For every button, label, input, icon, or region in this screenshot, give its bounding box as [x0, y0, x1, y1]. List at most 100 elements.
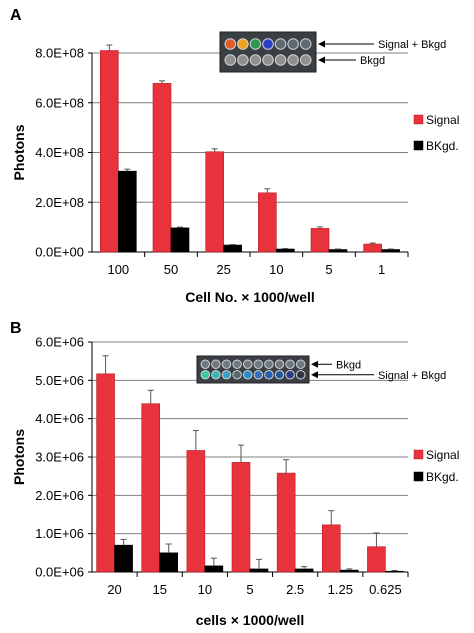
y-tick-label: 8.0E+08 [35, 46, 84, 61]
well-circle [232, 359, 242, 369]
y-tick-label: 4.0E+06 [35, 411, 84, 426]
bar-signal [205, 151, 224, 253]
well-circle [274, 38, 287, 50]
bar-signal [367, 546, 386, 573]
x-tick-label: 2.5 [286, 582, 304, 597]
well-circle [224, 38, 237, 50]
x-tick-label: 50 [164, 262, 178, 277]
y-tick-label: 4.0E+08 [35, 145, 84, 160]
legend-label-bkgd: BKgd. [426, 139, 459, 153]
well-circle [285, 370, 295, 380]
x-tick-label: 100 [107, 262, 129, 277]
y-axis-label: Photons [11, 124, 27, 180]
well-circle [242, 359, 253, 369]
x-tick-label: 10 [198, 582, 212, 597]
well-circle [285, 359, 295, 369]
annotation-label: Signal + Bkgd [378, 39, 446, 51]
well-circle [287, 54, 299, 66]
y-tick-label: 0.0E+00 [35, 245, 84, 260]
well-circle [264, 370, 274, 380]
bar-bkgd [276, 248, 295, 253]
well-circle [299, 38, 312, 50]
well-circle [221, 359, 232, 369]
x-tick-label: 5 [325, 262, 332, 277]
bar-signal [96, 373, 115, 573]
well-circle [211, 359, 221, 369]
y-axis-label: Photons [11, 429, 27, 485]
inset-well-image [196, 355, 310, 384]
y-tick-label: 5.0E+06 [35, 373, 84, 388]
bar-bkgd [114, 544, 133, 573]
bar-bkgd [294, 568, 314, 573]
y-tick-label: 1.0E+06 [35, 526, 84, 541]
x-tick-label: 25 [216, 262, 230, 277]
annotation-arrowhead [311, 371, 318, 379]
bar-bkgd [118, 170, 137, 253]
well-circle [211, 370, 221, 380]
well-circle [221, 370, 232, 380]
y-tick-label: 3.0E+06 [35, 450, 84, 465]
legend-label-bkgd: BKgd. [426, 470, 459, 484]
well-circle [200, 370, 211, 380]
well-circle [287, 38, 299, 50]
bar-bkgd [170, 227, 190, 253]
well-circle [249, 38, 262, 50]
bar-bkgd [249, 568, 269, 573]
well-circle [274, 370, 285, 380]
legend-label-signal: Signal [426, 113, 459, 127]
x-tick-label: 1 [378, 262, 385, 277]
chart-panel-a: A 0.0E+00 2.0E+08 4.0E+08 6.0E+08 8.0E+08 100 5… [10, 7, 459, 305]
x-tick-label: 20 [107, 582, 121, 597]
annotation-arrowhead [318, 40, 325, 48]
annotation-label: Bkgd [360, 55, 385, 67]
inset-background [219, 31, 317, 73]
bar-signal [258, 192, 277, 253]
x-tick-label: 5 [246, 582, 253, 597]
legend-swatch-bkgd [413, 140, 424, 151]
legend-label-signal: Signal [426, 448, 459, 462]
legend-swatch-signal [413, 449, 424, 460]
x-tick-label: 1.25 [328, 582, 353, 597]
well-circle [253, 370, 264, 380]
well-circle [299, 54, 312, 66]
annotation-label: Signal + Bkgd [378, 370, 446, 382]
bar-signal [100, 50, 119, 253]
bar-signal [152, 83, 172, 253]
bar-bkgd [328, 249, 348, 253]
bar-signal [276, 472, 296, 573]
well-circle [237, 38, 249, 50]
well-circle [295, 370, 306, 380]
well-circle [262, 54, 274, 66]
inset-well-image [219, 31, 317, 73]
y-tick-label: 6.0E+08 [35, 95, 84, 110]
annotation-arrowhead [311, 360, 318, 368]
well-circle [253, 359, 264, 369]
bar-signal [363, 243, 382, 253]
bar-bkgd [381, 249, 400, 253]
bar-signal [310, 228, 330, 253]
well-circle [295, 359, 306, 369]
bar-bkgd [159, 552, 179, 573]
well-circle [242, 370, 253, 380]
bar-bkgd [223, 244, 242, 253]
x-axis-label: Cell No. × 1000/well [185, 289, 315, 305]
bar-bkgd [385, 570, 404, 573]
bar-signal [321, 524, 341, 573]
bar-bkgd [339, 569, 359, 573]
legend-swatch-bkgd [413, 471, 424, 482]
x-axis-label: cells × 1000/well [196, 612, 305, 628]
y-tick-label: 6.0E+06 [35, 335, 84, 350]
bar-signal [141, 403, 161, 573]
x-tick-label: 15 [152, 582, 166, 597]
well-circle [237, 54, 249, 66]
legend-swatch-signal [413, 114, 424, 125]
well-circle [200, 359, 211, 369]
y-tick-label: 2.0E+06 [35, 488, 84, 503]
panel-label: B [10, 320, 22, 337]
well-circle [224, 54, 237, 66]
chart-panel-b: B 0.0E+06 1.0E+06 2.0E+06 3.0E+06 4.0E+06 5.0E… [10, 320, 459, 628]
well-circle [232, 370, 242, 380]
well-circle [249, 54, 262, 66]
panel-label: A [10, 7, 22, 24]
